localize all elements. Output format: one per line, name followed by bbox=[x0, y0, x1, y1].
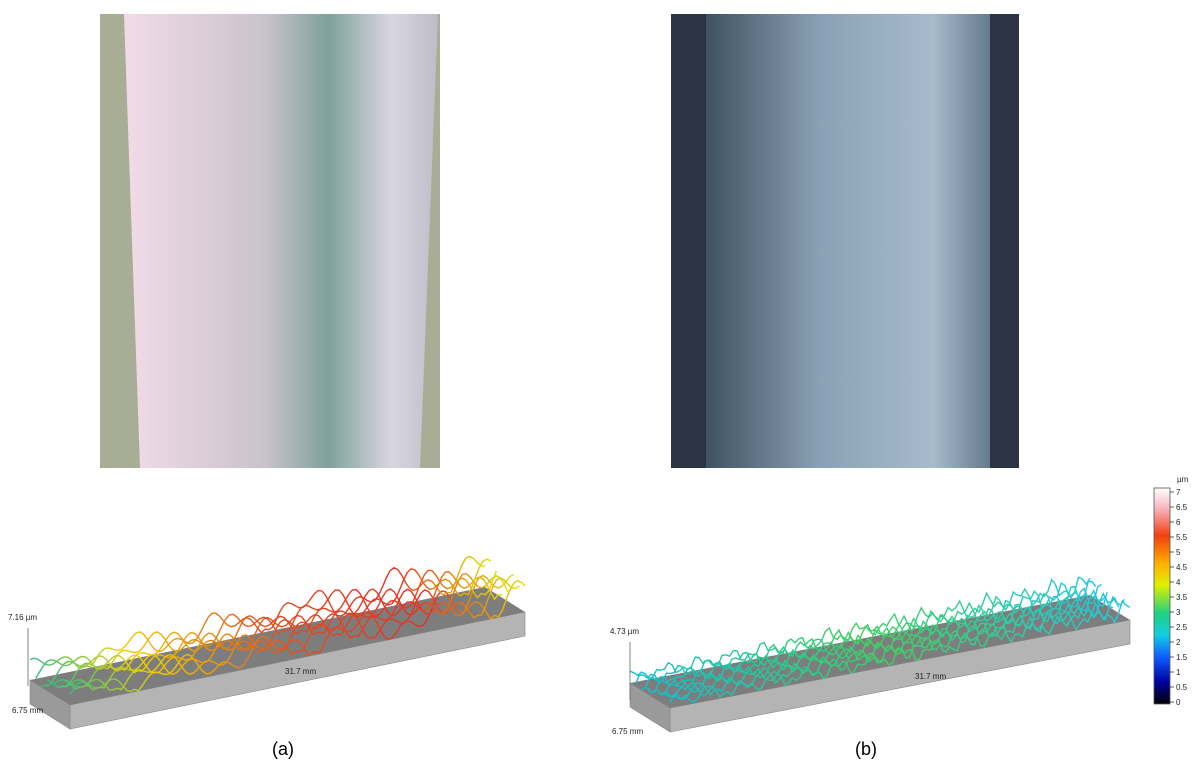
colorbar-tick-label: 0 bbox=[1176, 698, 1181, 707]
height-scale: 4.73 µm bbox=[610, 627, 639, 636]
height-scale: 7.16 µm bbox=[8, 613, 37, 622]
colorbar-tick-label: 6 bbox=[1176, 518, 1181, 527]
colorbar-tick-label: 3.5 bbox=[1176, 593, 1188, 602]
colorbar bbox=[1154, 488, 1170, 704]
colorbar-tick-label: 0.5 bbox=[1176, 683, 1188, 692]
length-scale: 31.7 mm bbox=[285, 667, 316, 676]
colorbar-tick-label: 6.5 bbox=[1176, 503, 1188, 512]
colorbar-tick-label: 1.5 bbox=[1176, 653, 1188, 662]
width-scale: 6.75 mm bbox=[12, 706, 43, 715]
colorbar-tick-label: 2 bbox=[1176, 638, 1181, 647]
photo-a bbox=[124, 14, 438, 468]
panel-label: (b) bbox=[855, 739, 877, 759]
colorbar-unit: µm bbox=[1177, 475, 1189, 484]
colorbar-tick-label: 5.5 bbox=[1176, 533, 1188, 542]
colorbar-tick-label: 2.5 bbox=[1176, 623, 1188, 632]
colorbar-tick-label: 4 bbox=[1176, 578, 1181, 587]
colorbar-tick-label: 5 bbox=[1176, 548, 1181, 557]
colorbar-tick-label: 4.5 bbox=[1176, 563, 1188, 572]
colorbar-tick-label: 3 bbox=[1176, 608, 1181, 617]
width-scale: 6.75 mm bbox=[612, 727, 643, 736]
colorbar-tick-label: 1 bbox=[1176, 668, 1181, 677]
length-scale: 31.7 mm bbox=[915, 672, 946, 681]
colorbar-tick-label: 7 bbox=[1176, 488, 1181, 497]
panel-label: (a) bbox=[272, 739, 294, 759]
photo-b bbox=[706, 14, 990, 468]
figure: 7.16 µm 6.75 mm 31.7 mm 4.73 µm 6.75 mm 31.7 … bbox=[0, 0, 1192, 767]
